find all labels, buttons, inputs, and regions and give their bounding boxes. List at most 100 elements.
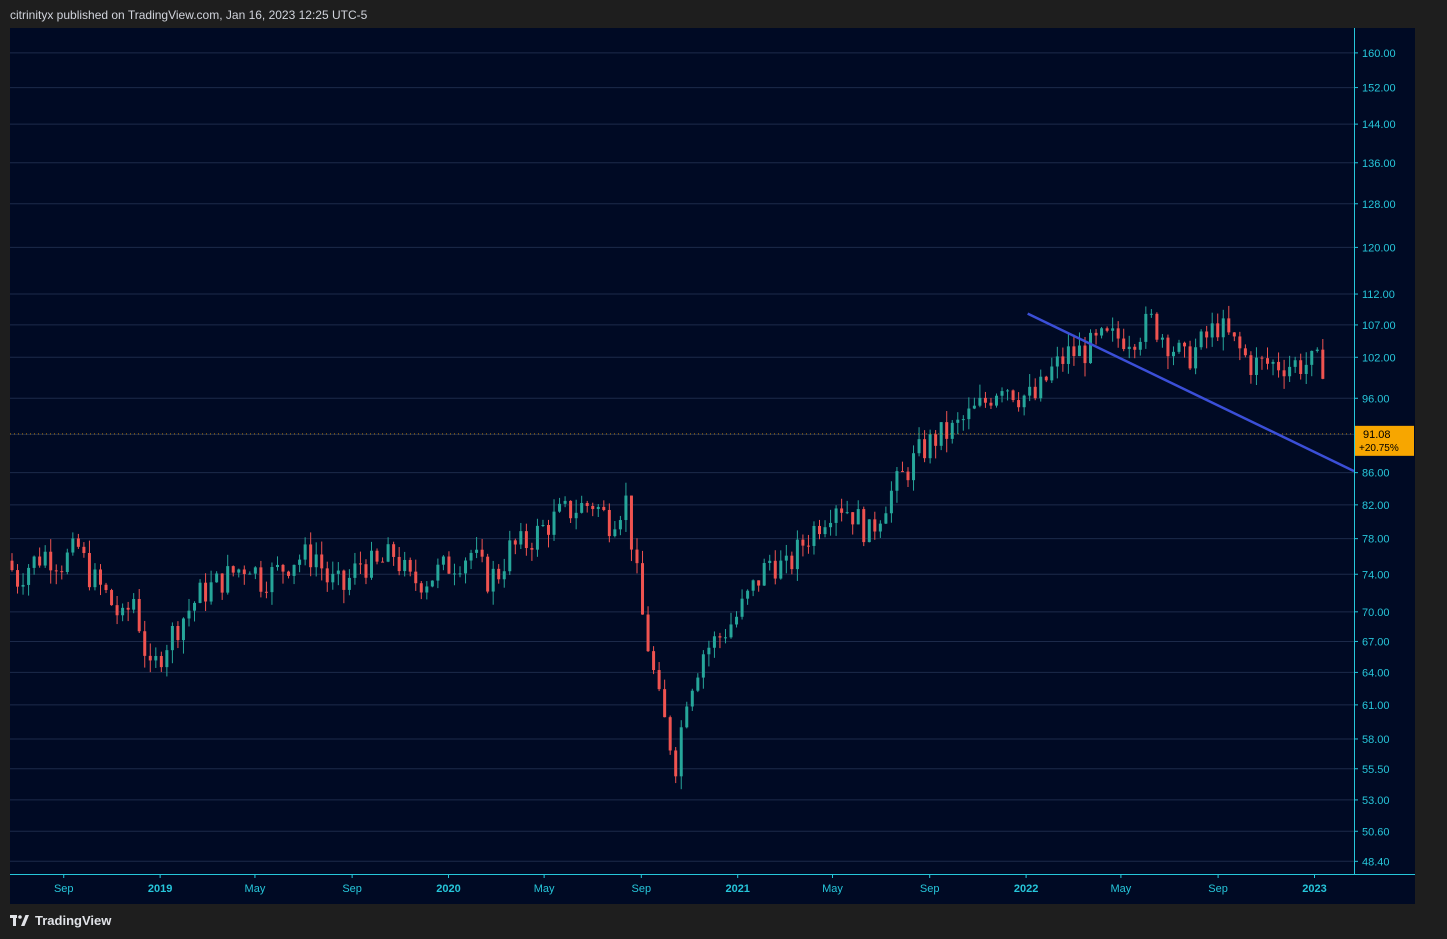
brand-name: TradingView <box>35 913 112 928</box>
y-tick-label: 48.40 <box>1362 856 1390 868</box>
y-tick-label: 152.00 <box>1362 83 1396 95</box>
x-tick-label: 2022 <box>1014 883 1038 895</box>
y-tick-label: 53.00 <box>1362 795 1390 807</box>
candle-down <box>231 566 235 573</box>
candle-up <box>469 552 473 561</box>
candle-up <box>441 556 445 565</box>
tradingview-logo-icon <box>10 914 29 926</box>
candle-up <box>1194 347 1198 369</box>
candle-up <box>452 573 456 575</box>
tradingview-logo[interactable]: TradingView <box>10 913 111 928</box>
y-tick-label: 144.00 <box>1362 119 1396 131</box>
candle-down <box>10 560 14 571</box>
candle-down <box>1282 370 1286 377</box>
candle-down <box>1188 346 1192 369</box>
candle-up <box>347 577 351 590</box>
candle-up <box>1100 328 1104 336</box>
candle-down <box>629 495 633 550</box>
y-tick-label: 70.00 <box>1362 607 1390 619</box>
candle-down <box>840 508 844 513</box>
candle-up <box>895 471 899 491</box>
x-tick-label: Sep <box>54 883 74 895</box>
downtrend-line <box>1027 312 1355 473</box>
candle-down <box>1017 400 1021 408</box>
candle-up <box>1171 351 1175 357</box>
candle-down <box>381 561 385 563</box>
candle-down <box>790 555 794 570</box>
y-tick-label: 160.00 <box>1362 48 1396 60</box>
candle-down <box>1155 313 1159 340</box>
candle-down <box>801 539 805 546</box>
candle-down <box>364 564 368 578</box>
y-tick-label: 55.50 <box>1362 764 1390 776</box>
candle-up <box>613 529 617 537</box>
candle-up <box>712 636 716 648</box>
candle-up <box>967 408 971 420</box>
candle-down <box>663 689 667 718</box>
candle-up <box>65 552 69 573</box>
candle-down <box>818 525 822 535</box>
candle-down <box>287 571 291 576</box>
y-tick-label: 112.00 <box>1362 289 1395 301</box>
candle-up <box>1221 318 1225 338</box>
candle-up <box>502 571 506 580</box>
candle-up <box>939 422 943 446</box>
candle-up <box>298 559 302 565</box>
candle-up <box>1006 390 1010 392</box>
candle-up <box>292 564 296 576</box>
candle-down <box>569 500 573 519</box>
candle-up <box>32 556 36 568</box>
candle-down <box>668 717 672 751</box>
trend-layer <box>10 312 1355 473</box>
y-tick-label: 74.00 <box>1362 569 1390 581</box>
candle-up <box>563 500 567 504</box>
candle-down <box>1266 358 1270 364</box>
candle-down <box>419 583 423 593</box>
candle-up <box>187 610 191 619</box>
x-tick-label: Sep <box>1208 883 1228 895</box>
candle-up <box>928 434 932 459</box>
candle-down <box>281 564 285 572</box>
candle-down <box>1227 318 1231 333</box>
candle-down <box>60 571 64 573</box>
y-tick-label: 107.00 <box>1362 320 1396 332</box>
x-tick-label: May <box>534 883 555 895</box>
candle-up <box>353 563 357 578</box>
candle-down <box>1094 332 1098 336</box>
y-tick-label: 86.00 <box>1362 468 1390 480</box>
candle-down <box>375 550 379 562</box>
candle-up <box>1315 349 1319 351</box>
candle-up <box>618 520 622 530</box>
candle-down <box>358 563 362 565</box>
candle-down <box>641 563 645 615</box>
candlestick-chart[interactable]: 48.40 50.60 53.00 55.50 58.00 61.00 64.00 67.00… <box>10 28 1415 904</box>
candle-up <box>132 598 136 610</box>
candle-down <box>220 573 224 593</box>
y-tick-label: 82.00 <box>1362 500 1390 512</box>
candle-up <box>370 550 374 578</box>
candle-down <box>397 556 401 572</box>
candle-down <box>1033 386 1037 399</box>
chart-area[interactable]: 48.40 50.60 53.00 55.50 58.00 61.00 64.00 67.00… <box>10 28 1415 904</box>
candle-down <box>607 509 611 537</box>
candle-up <box>961 419 965 421</box>
candle-up <box>795 539 799 570</box>
candle-up <box>972 405 976 409</box>
candle-up <box>121 607 125 616</box>
candle-up <box>43 551 47 566</box>
x-tick-label: May <box>245 883 266 895</box>
candle-down <box>1044 376 1048 381</box>
candle-down <box>646 614 650 652</box>
candle-down <box>1122 338 1126 350</box>
candle-down <box>1116 328 1120 339</box>
candle-up <box>723 637 727 639</box>
header-bar: citrinityx published on TradingView.com,… <box>0 0 1447 28</box>
candle-down <box>1166 337 1170 357</box>
candle-up <box>917 439 921 454</box>
candle-up <box>823 527 827 535</box>
candle-down <box>757 580 761 586</box>
candle-up <box>198 582 202 603</box>
x-tick-label: 2020 <box>436 883 460 895</box>
price-tag <box>1355 425 1414 456</box>
y-tick-label: 67.00 <box>1362 636 1390 648</box>
